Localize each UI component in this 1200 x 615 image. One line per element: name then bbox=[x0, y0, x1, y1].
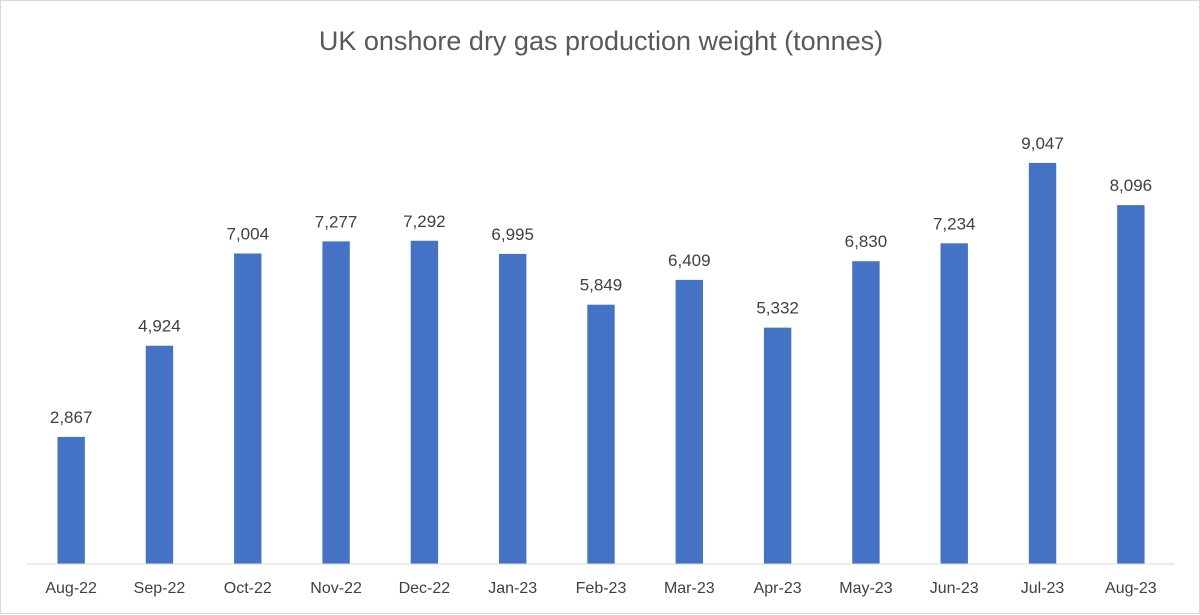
bar-apr-23 bbox=[763, 327, 792, 564]
data-labels: 2,867 4,924 7,004 7,277 7,292 6,995 5,849 6,409… bbox=[50, 134, 1152, 427]
data-label-oct-22: 7,004 bbox=[226, 225, 269, 244]
data-label-jul-23: 9,047 bbox=[1021, 134, 1064, 153]
x-tick-label-aug-23: Aug-23 bbox=[1105, 580, 1157, 597]
bar-series bbox=[57, 162, 1145, 564]
data-label-dec-22: 7,292 bbox=[403, 212, 446, 231]
bar-may-23 bbox=[852, 261, 880, 564]
x-tick-label-mar-23: Mar-23 bbox=[664, 580, 715, 597]
data-label-apr-23: 5,332 bbox=[756, 299, 799, 318]
bar-sep-22 bbox=[145, 345, 174, 564]
bar-jan-23 bbox=[499, 253, 527, 564]
x-tick-label-may-23: May-23 bbox=[839, 580, 892, 597]
bar-mar-23 bbox=[675, 279, 703, 564]
data-label-feb-23: 5,849 bbox=[580, 276, 623, 295]
data-label-jan-23: 6,995 bbox=[491, 225, 534, 244]
x-tick-label-aug-22: Aug-22 bbox=[45, 580, 97, 597]
x-tick-label-apr-23: Apr-23 bbox=[754, 580, 802, 597]
bar-feb-23 bbox=[587, 304, 615, 564]
chart-title: UK onshore dry gas production weight (to… bbox=[319, 26, 883, 56]
x-tick-label-sep-22: Sep-22 bbox=[134, 580, 186, 597]
bar-aug-22 bbox=[57, 436, 85, 564]
data-label-jun-23: 7,234 bbox=[933, 214, 976, 233]
x-tick-label-dec-22: Dec-22 bbox=[399, 580, 451, 597]
bar-oct-22 bbox=[234, 253, 262, 564]
x-tick-label-oct-22: Oct-22 bbox=[224, 580, 272, 597]
data-label-aug-22: 2,867 bbox=[50, 408, 93, 427]
bar-jun-23 bbox=[940, 243, 968, 564]
bar-jul-23 bbox=[1028, 162, 1057, 564]
data-label-may-23: 6,830 bbox=[845, 232, 888, 251]
data-label-nov-22: 7,277 bbox=[315, 212, 358, 231]
bar-dec-22 bbox=[410, 240, 439, 564]
data-label-sep-22: 4,924 bbox=[138, 317, 181, 336]
x-axis-tick-labels: Aug-22 Sep-22 Oct-22 Nov-22 Dec-22 Jan-23 Feb-… bbox=[45, 580, 1156, 597]
x-tick-label-feb-23: Feb-23 bbox=[576, 580, 627, 597]
data-label-aug-23: 8,096 bbox=[1110, 176, 1153, 195]
x-tick-label-nov-22: Nov-22 bbox=[310, 580, 362, 597]
bar-aug-23 bbox=[1117, 205, 1145, 564]
x-tick-label-jul-23: Jul-23 bbox=[1021, 580, 1065, 597]
x-tick-label-jan-23: Jan-23 bbox=[488, 580, 537, 597]
data-label-mar-23: 6,409 bbox=[668, 251, 711, 270]
x-tick-label-jun-23: Jun-23 bbox=[930, 580, 979, 597]
bar-nov-22 bbox=[322, 241, 350, 564]
